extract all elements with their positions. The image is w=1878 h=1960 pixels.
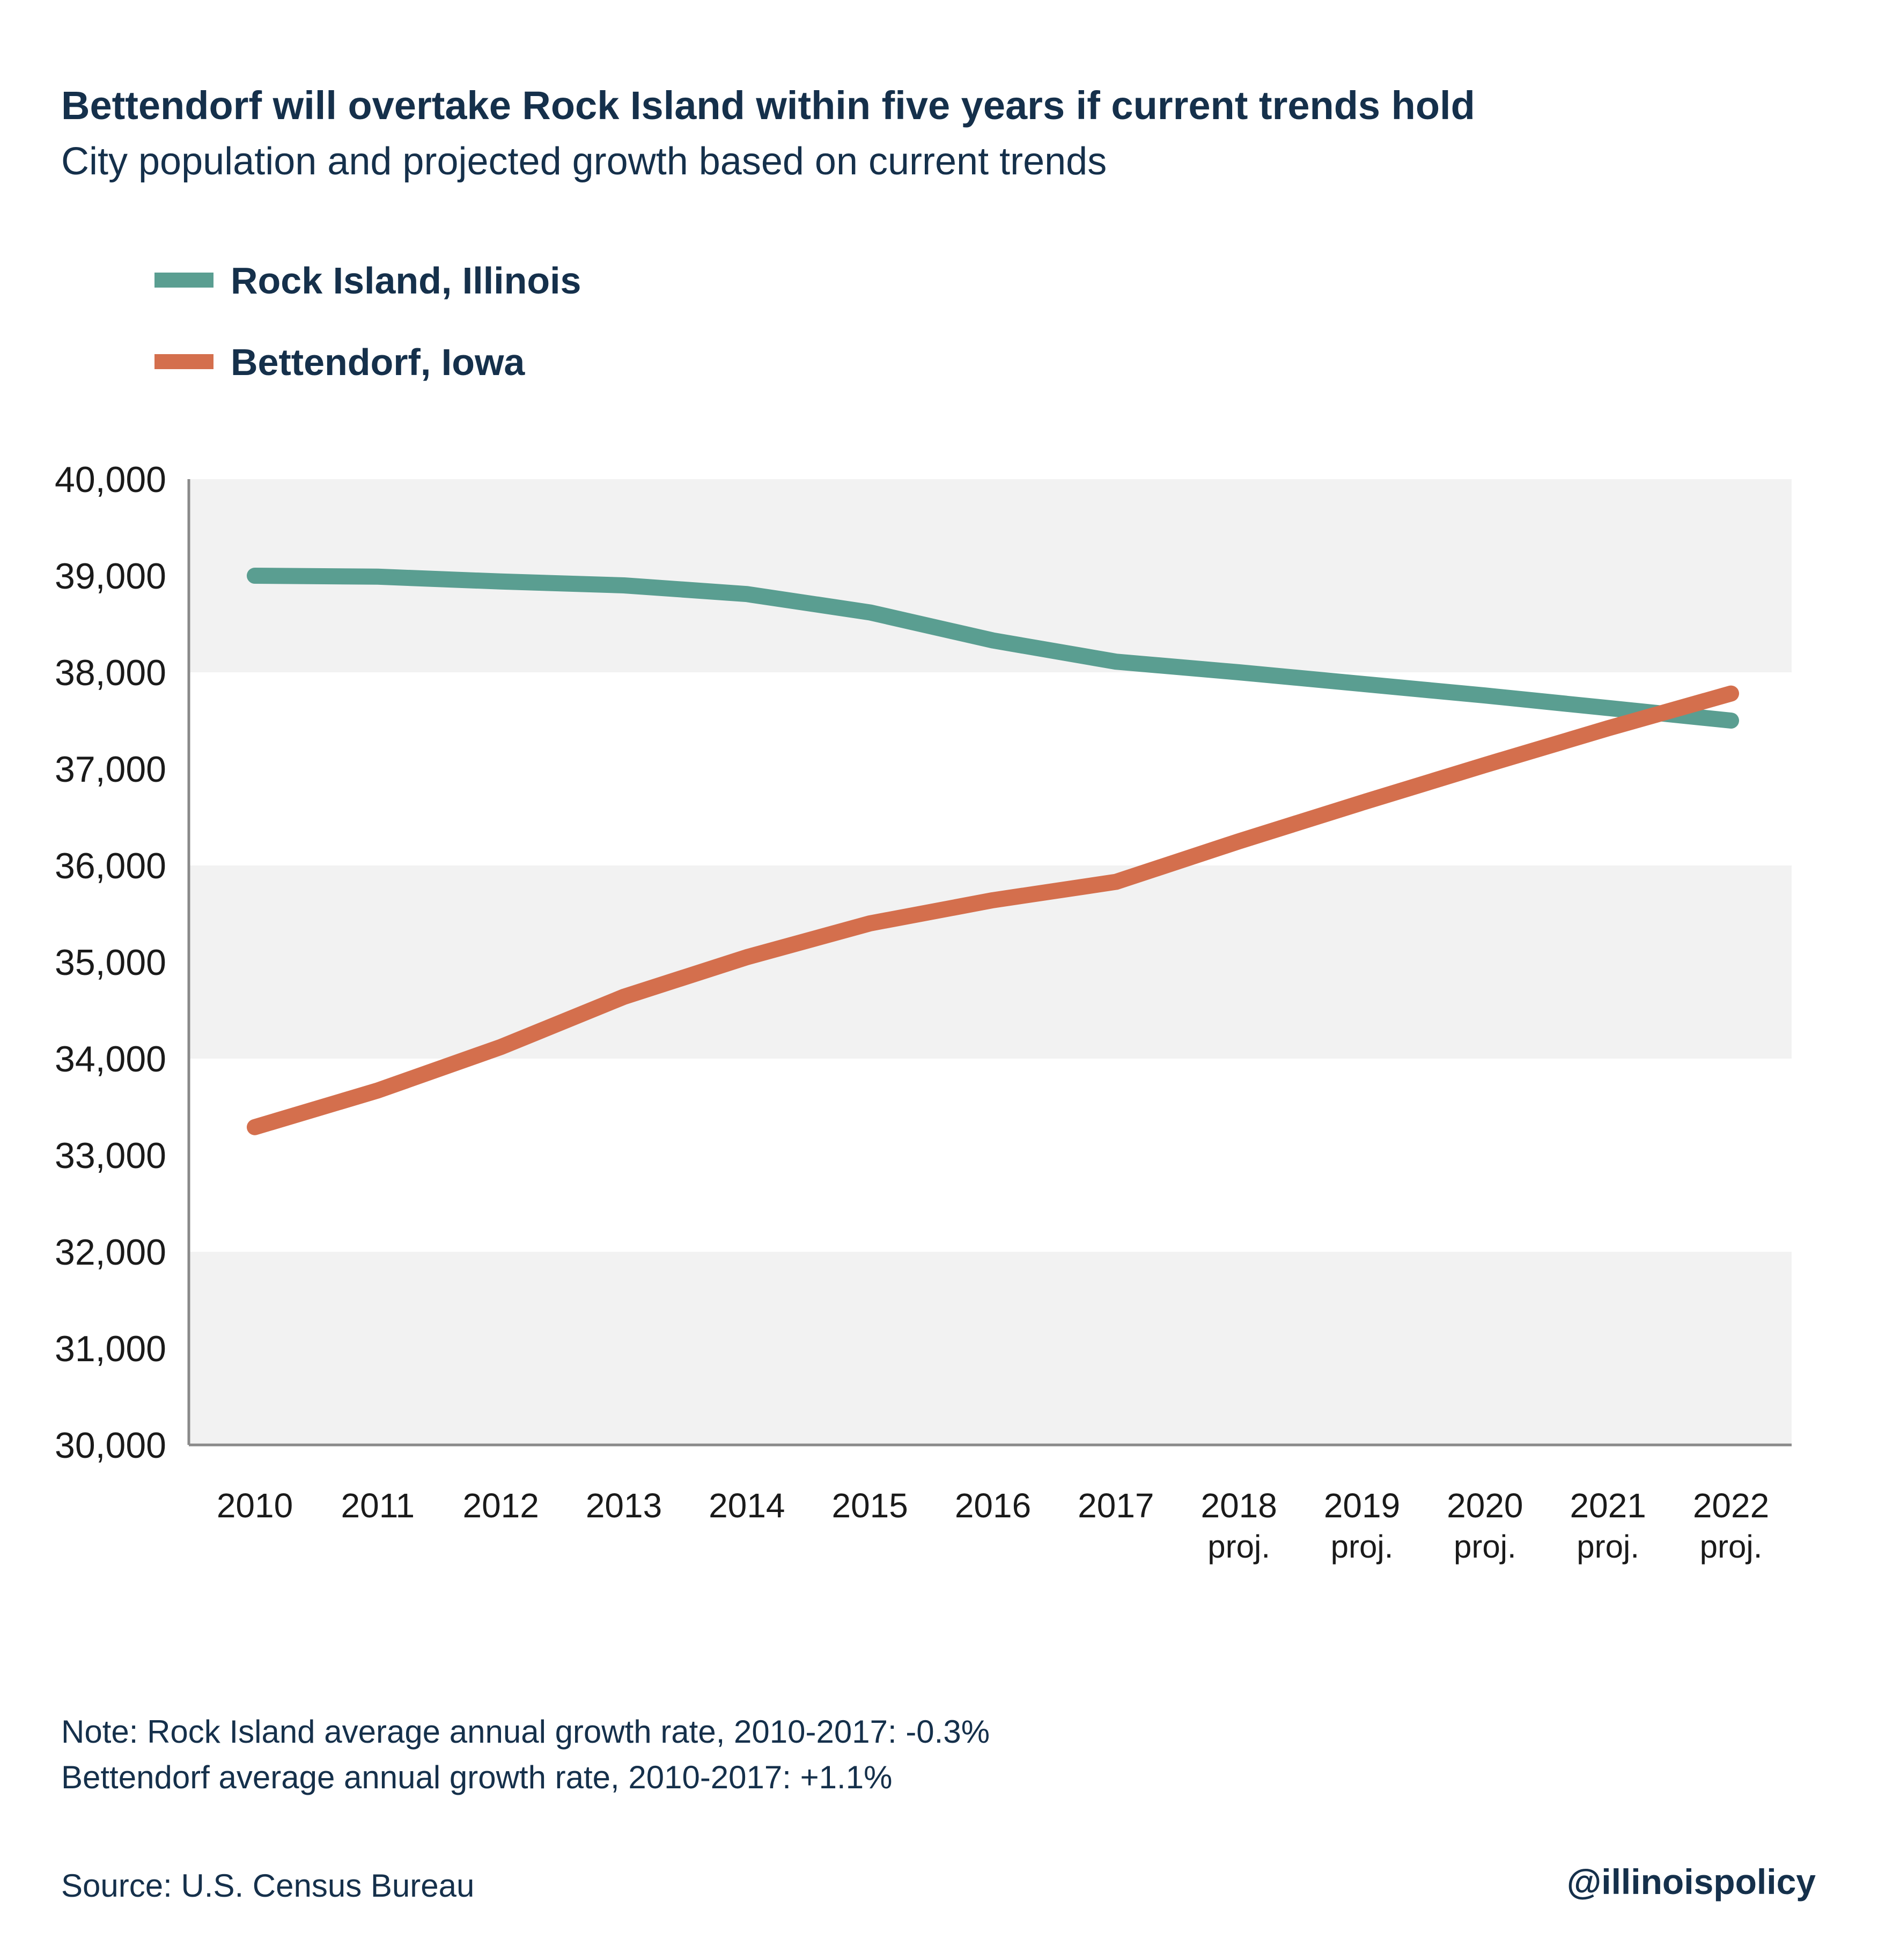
x-tick-label: 2011 <box>341 1486 415 1525</box>
y-tick-label: 36,000 <box>55 846 166 886</box>
brand-handle: @illinoispolicy <box>1567 1862 1816 1902</box>
x-tick-label: 2018 <box>1201 1486 1277 1525</box>
legend-label-rock-island: Rock Island, Illinois <box>231 260 581 302</box>
y-tick-label: 39,000 <box>55 556 166 597</box>
x-tick-sublabel: proj. <box>1700 1529 1763 1565</box>
y-tick-label: 33,000 <box>55 1135 166 1176</box>
x-tick-label: 2017 <box>1078 1486 1154 1525</box>
x-tick-label: 2020 <box>1447 1486 1523 1525</box>
y-tick-label: 30,000 <box>55 1425 166 1466</box>
chart-title: Bettendorf will overtake Rock Island wit… <box>61 83 1475 128</box>
y-tick-label: 40,000 <box>55 459 166 500</box>
x-tick-sublabel: proj. <box>1331 1529 1394 1565</box>
x-tick-sublabel: proj. <box>1454 1529 1516 1565</box>
x-tick-label: 2019 <box>1324 1486 1400 1525</box>
legend-label-bettendorf: Bettendorf, Iowa <box>231 341 525 383</box>
y-tick-label: 32,000 <box>55 1232 166 1273</box>
y-axis-tick-labels: 30,000 31,000 32,000 33,000 34,000 35,000 36,0… <box>55 459 166 1466</box>
y-tick-label: 34,000 <box>55 1039 166 1080</box>
y-tick-label: 35,000 <box>55 942 166 983</box>
x-axis-tick-labels: 2010 2011 2012 2013 2014 2015 2016 2017 2018 proj… <box>217 1486 1769 1565</box>
x-tick-label: 2014 <box>709 1486 785 1525</box>
chart-subtitle: City population and projected growth bas… <box>61 140 1107 183</box>
x-tick-label: 2012 <box>462 1486 539 1525</box>
note-line-1: Note: Rock Island average annual growth … <box>61 1714 990 1750</box>
y-tick-label: 38,000 <box>55 652 166 693</box>
grid-bands <box>189 479 1792 1445</box>
legend: Rock Island, Illinois Bettendorf, Iowa <box>154 260 581 383</box>
y-tick-label: 31,000 <box>55 1328 166 1369</box>
series-lines <box>247 568 1739 1135</box>
note-line-2: Bettendorf average annual growth rate, 2… <box>61 1759 892 1795</box>
grid-band <box>189 1252 1792 1445</box>
x-tick-label: 2016 <box>955 1486 1031 1525</box>
x-tick-label: 2013 <box>586 1486 662 1525</box>
y-tick-label: 37,000 <box>55 749 166 790</box>
x-tick-sublabel: proj. <box>1577 1529 1639 1565</box>
x-tick-sublabel: proj. <box>1207 1529 1270 1565</box>
x-tick-label: 2015 <box>831 1486 908 1525</box>
source-note: Source: U.S. Census Bureau <box>61 1868 474 1904</box>
x-tick-label: 2022 <box>1693 1486 1769 1525</box>
x-tick-label: 2010 <box>217 1486 293 1525</box>
x-tick-label: 2021 <box>1570 1486 1646 1525</box>
